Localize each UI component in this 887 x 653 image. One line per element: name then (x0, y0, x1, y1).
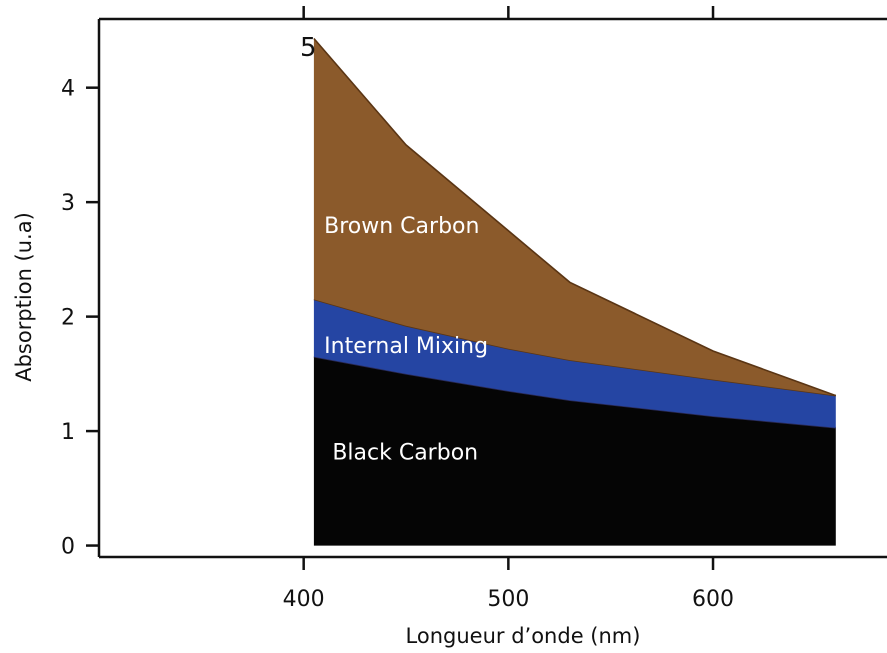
area-layers (313, 37, 837, 546)
internal-mixing-area (313, 299, 836, 428)
brown-carbon-label: Brown Carbon (324, 214, 479, 239)
internal-mixing-label: Internal Mixing (324, 334, 488, 359)
y-tick-label-1: 1 (61, 420, 75, 445)
x-tick-label-600: 600 (692, 587, 734, 612)
x-tick-label-400: 400 (283, 587, 325, 612)
black-carbon-area (313, 356, 836, 546)
tick-marks: 400 500 600 0 1 2 3 4 (61, 6, 734, 612)
y-tick-label-4: 4 (61, 77, 75, 102)
black-carbon-label: Black Carbon (332, 441, 478, 466)
y-tick-label-3: 3 (61, 191, 75, 216)
region-labels: Brown Carbon Internal Mixing Black Carbon (324, 214, 488, 466)
y-tick-label-2: 2 (61, 306, 75, 331)
x-axis-title: Longueur d’onde (nm) (406, 624, 641, 648)
brown-carbon-area (313, 38, 836, 396)
corner-label: 5 (300, 33, 317, 63)
y-axis-title: Absorption (u.a) (12, 212, 36, 382)
x-tick-label-500: 500 (487, 587, 529, 612)
brown-carbon-edge (313, 37, 837, 397)
axes (97, 17, 887, 559)
y-tick-label-0: 0 (61, 535, 75, 560)
